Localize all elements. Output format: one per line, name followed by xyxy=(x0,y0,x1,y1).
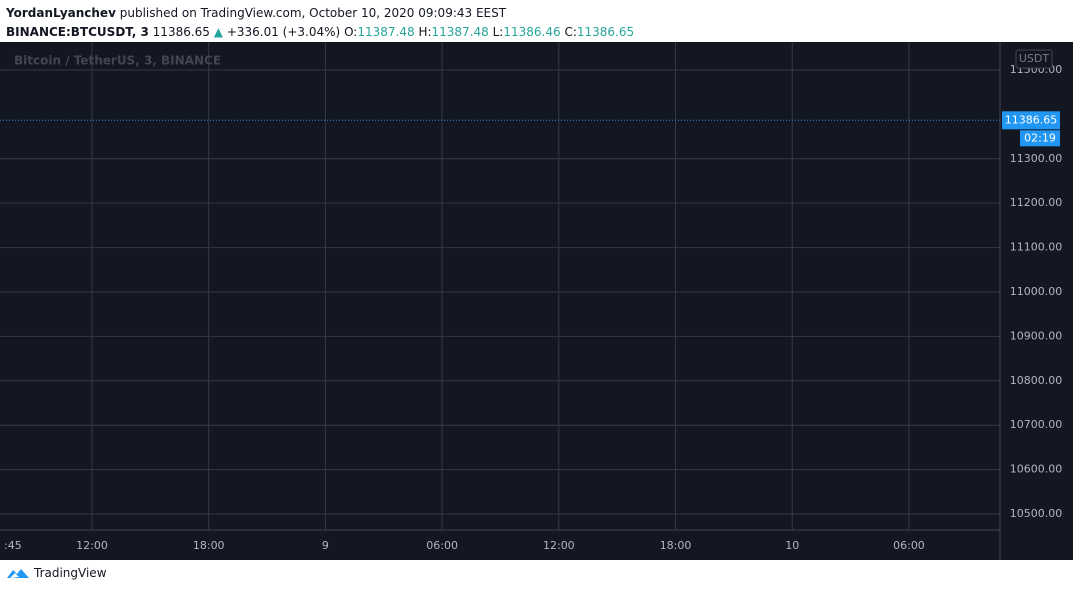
symbol-info: O: xyxy=(344,25,358,39)
x-tick-label: 18:00 xyxy=(193,539,225,552)
symbol-info: 11387.48 xyxy=(357,25,415,39)
price-tag-box xyxy=(1002,111,1060,130)
y-tick-label: 11000.00 xyxy=(1010,285,1063,298)
x-tick-label: :45 xyxy=(4,539,22,552)
x-tick-label: 12:00 xyxy=(76,539,108,552)
brand-logo xyxy=(7,569,29,578)
chart: Bitcoin / TetherUS, 3, BINANCE 10500.00 1… xyxy=(0,42,1073,560)
chart-background xyxy=(0,42,1073,560)
publish-line: YordanLyanchev published on TradingView.… xyxy=(6,4,634,23)
symbol-info: 11386.46 xyxy=(503,25,561,39)
symbol-info: BINANCE:BTCUSDT, 3 xyxy=(6,25,149,39)
symbol-info: 11387.48 xyxy=(431,25,489,39)
currency-label: USDT xyxy=(1019,52,1050,65)
symbol-line: BINANCE:BTCUSDT, 3 11386.65 ▲ +336.01 (+… xyxy=(6,23,634,42)
symbol-info: H: xyxy=(418,25,432,39)
x-tick-label: 12:00 xyxy=(543,539,575,552)
x-tick-label: 10 xyxy=(785,539,799,552)
author: YordanLyanchev xyxy=(6,6,116,20)
publish-info: published on TradingView.com, October 10… xyxy=(119,6,507,20)
symbol-info: +336.01 (+3.04%) xyxy=(226,25,341,39)
symbol-info: ▲ xyxy=(213,25,223,39)
x-tick-label: 06:00 xyxy=(426,539,458,552)
y-tick-label: 10600.00 xyxy=(1010,463,1063,476)
brand-name: TradingView xyxy=(34,566,107,580)
y-tick-label: 10500.00 xyxy=(1010,507,1063,520)
header: YordanLyanchev published on TradingView.… xyxy=(6,4,634,42)
symbol-info: L: xyxy=(492,25,504,39)
y-tick-label: 10800.00 xyxy=(1010,374,1063,387)
x-tick-label: 9 xyxy=(322,539,329,552)
x-tick-label: 18:00 xyxy=(660,539,692,552)
footer: TradingView xyxy=(6,566,107,580)
y-tick-label: 11200.00 xyxy=(1010,196,1063,209)
y-tick-label: 11300.00 xyxy=(1010,152,1063,165)
x-tick-label: 06:00 xyxy=(893,539,925,552)
countdown-box xyxy=(1020,130,1060,147)
symbol-info: 11386.65 xyxy=(152,25,210,39)
countdown: 02:19 xyxy=(1024,131,1056,144)
watermark: Bitcoin / TetherUS, 3, BINANCE xyxy=(14,54,221,68)
y-tick-label: 10700.00 xyxy=(1010,418,1063,431)
y-tick-label: 11100.00 xyxy=(1010,241,1063,254)
symbol-info: C: xyxy=(564,25,577,39)
currency-box xyxy=(1015,49,1053,69)
symbol-info: 11386.65 xyxy=(576,25,635,39)
y-tick-label: 10900.00 xyxy=(1010,329,1063,342)
price-tag: 11386.65 xyxy=(1005,113,1058,126)
